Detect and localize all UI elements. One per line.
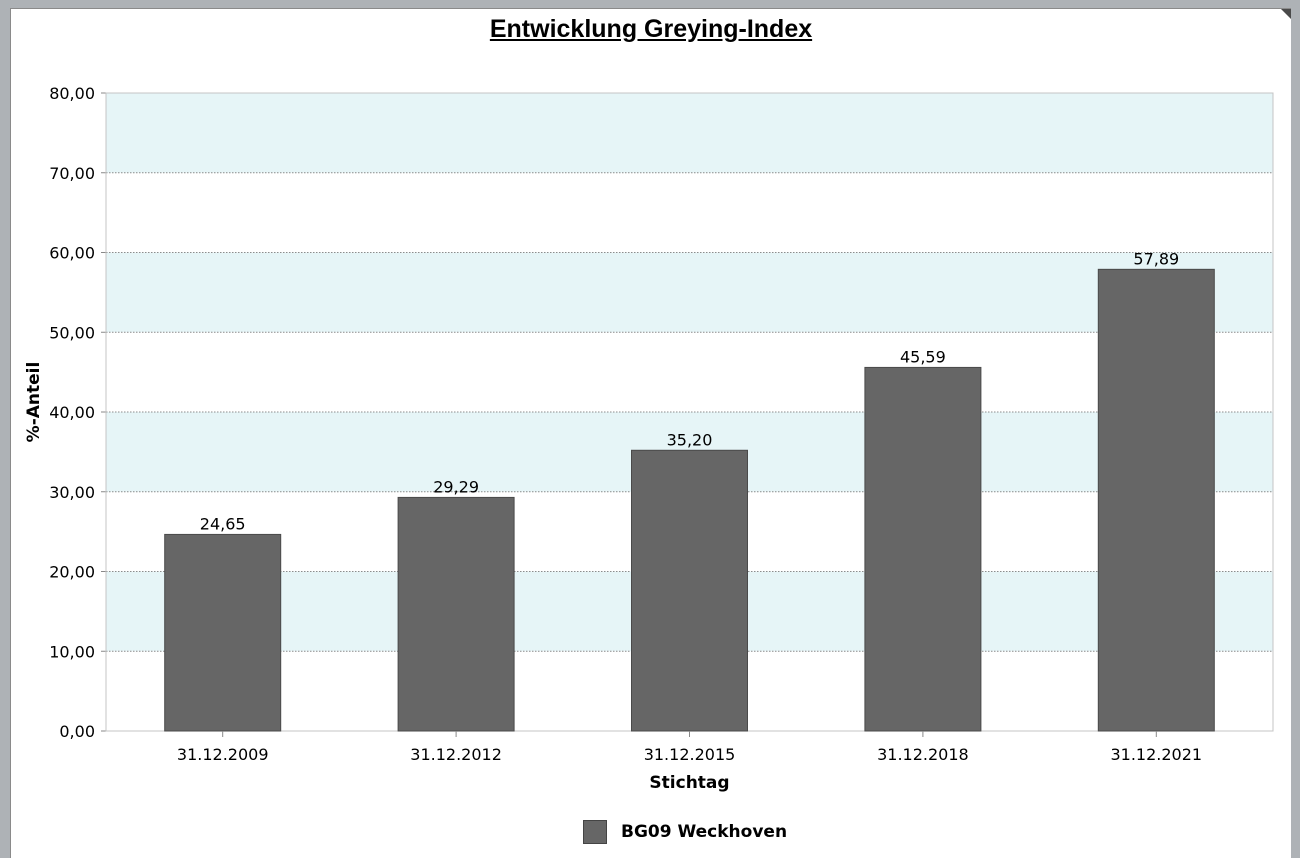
x-tick-label: 31.12.2009 bbox=[177, 745, 269, 764]
x-tick-label: 31.12.2015 bbox=[644, 745, 736, 764]
bar-value-label: 29,29 bbox=[433, 477, 479, 496]
bar bbox=[164, 533, 282, 732]
legend: BG09 Weckhoven bbox=[583, 819, 787, 845]
bar-value-label: 57,89 bbox=[1133, 249, 1179, 268]
bar bbox=[631, 449, 748, 732]
x-axis-title: Stichtag bbox=[649, 773, 729, 793]
bar-value-label: 45,59 bbox=[900, 347, 946, 366]
bar bbox=[864, 366, 982, 732]
y-tick-label: 40,00 bbox=[49, 403, 95, 422]
bar bbox=[397, 496, 515, 732]
chart-panel: Entwicklung Greying-Index 0,00 10,00 20,00… bbox=[10, 8, 1291, 858]
y-tick-label: 20,00 bbox=[49, 563, 95, 582]
bar bbox=[1097, 268, 1215, 732]
y-tick-label: 10,00 bbox=[49, 642, 95, 661]
y-tick-label: 80,00 bbox=[49, 84, 95, 103]
y-tick-label: 70,00 bbox=[49, 164, 95, 183]
bar-chart: 0,00 10,00 20,00 30,00 40,00 50,00 60,00 70,00 8… bbox=[24, 84, 1274, 793]
x-tick-label: 31.12.2018 bbox=[877, 745, 969, 764]
y-tick-label: 0,00 bbox=[59, 722, 95, 741]
legend-label: BG09 Weckhoven bbox=[621, 822, 788, 842]
legend-swatch bbox=[583, 820, 607, 844]
bar-value-label: 35,20 bbox=[667, 430, 713, 449]
grid-band bbox=[106, 93, 1273, 173]
grid-band bbox=[106, 252, 1273, 333]
y-tick-label: 30,00 bbox=[49, 483, 95, 502]
bar-value-label: 24,65 bbox=[200, 514, 246, 533]
x-tick-label: 31.12.2012 bbox=[410, 745, 502, 764]
corner-marker bbox=[1281, 9, 1291, 19]
y-tick-label: 60,00 bbox=[49, 244, 95, 263]
y-axis-title: %-Anteil bbox=[24, 362, 44, 443]
y-tick-label: 50,00 bbox=[49, 323, 95, 342]
x-tick-label: 31.12.2021 bbox=[1110, 745, 1202, 764]
chart-title: Entwicklung Greying-Index bbox=[489, 15, 813, 43]
